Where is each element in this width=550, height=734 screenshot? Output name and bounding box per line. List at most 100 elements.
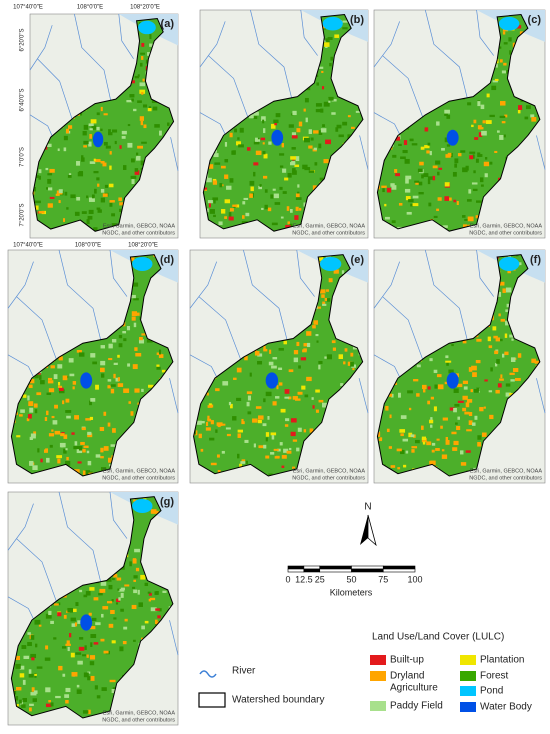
land-patch xyxy=(206,208,209,213)
river xyxy=(58,249,102,344)
land-patch xyxy=(338,354,344,360)
land-patch xyxy=(264,204,268,210)
land-patch xyxy=(534,360,539,364)
land-patch xyxy=(402,438,409,442)
attribution: Esri, Garmin, GEBCO, NOAA xyxy=(293,468,365,474)
land-patch xyxy=(34,409,38,414)
land-patch xyxy=(322,301,326,306)
land-patch xyxy=(34,619,41,625)
land-patch xyxy=(274,123,277,126)
land-patch xyxy=(501,70,506,74)
land-patch xyxy=(140,120,144,126)
land-patch xyxy=(430,396,434,400)
land-patch xyxy=(19,699,22,704)
land-patch xyxy=(302,164,308,170)
water-body xyxy=(80,372,93,389)
land-patch xyxy=(324,42,330,47)
scale-segment xyxy=(319,568,352,573)
land-patch xyxy=(142,78,145,82)
river xyxy=(7,503,34,551)
land-patch xyxy=(95,622,101,626)
land-patch xyxy=(469,151,476,154)
watershed-boundary xyxy=(202,14,364,232)
land-patch xyxy=(241,459,246,462)
land-patch xyxy=(31,657,35,661)
land-patch xyxy=(427,386,431,390)
land-patch xyxy=(21,704,26,708)
land-patch xyxy=(112,129,118,133)
land-patch xyxy=(45,167,49,171)
land-patch xyxy=(258,415,264,420)
land-patch xyxy=(238,144,244,148)
land-patch xyxy=(27,395,30,401)
land-patch xyxy=(118,588,125,592)
river xyxy=(536,378,546,414)
land-patch xyxy=(232,204,238,207)
land-patch xyxy=(103,446,109,451)
land-patch xyxy=(71,672,78,677)
land-patch xyxy=(87,215,93,220)
land-patch xyxy=(475,359,481,364)
land-patch xyxy=(178,566,183,570)
land-patch xyxy=(117,377,121,382)
land-patch xyxy=(477,101,481,107)
land-patch xyxy=(109,200,115,203)
land-patch xyxy=(103,650,109,654)
land-patch xyxy=(244,356,248,361)
land-patch xyxy=(263,398,266,403)
land-patch xyxy=(486,93,490,98)
land-patch xyxy=(308,170,315,173)
land-patch xyxy=(259,184,262,187)
land-patch xyxy=(154,619,158,625)
land-patch xyxy=(87,431,92,435)
land-patch xyxy=(313,130,320,134)
land-patch xyxy=(314,162,318,166)
land-patch xyxy=(396,448,402,452)
land-patch xyxy=(481,130,487,136)
land-patch xyxy=(213,214,216,218)
land-patch xyxy=(74,622,78,627)
land-patch xyxy=(316,82,319,86)
land-patch xyxy=(407,390,413,394)
land-patch xyxy=(281,143,285,148)
legend-label: River xyxy=(232,666,256,677)
land-patch xyxy=(270,194,274,199)
land-patch xyxy=(134,548,140,553)
land-patch xyxy=(36,392,42,396)
land-patch xyxy=(52,420,58,425)
land-patch xyxy=(158,349,162,355)
land-patch xyxy=(497,291,502,297)
land-patch xyxy=(67,607,74,613)
land-patch xyxy=(77,172,84,177)
land-patch xyxy=(282,168,287,173)
land-patch xyxy=(463,386,468,390)
land-patch xyxy=(309,428,314,433)
land-patch xyxy=(385,405,389,411)
land-patch xyxy=(66,456,69,461)
land-patch xyxy=(95,384,99,390)
land-patch xyxy=(104,184,109,188)
land-patch xyxy=(474,415,478,420)
land-patch xyxy=(23,655,30,660)
land-patch xyxy=(113,362,118,366)
land-patch xyxy=(426,150,430,154)
land-patch xyxy=(55,695,61,699)
land-patch xyxy=(129,80,135,84)
land-patch xyxy=(298,365,301,369)
land-patch xyxy=(405,175,412,180)
land-patch xyxy=(101,687,107,691)
land-patch xyxy=(500,318,505,322)
land-patch xyxy=(300,357,307,361)
land-patch xyxy=(257,360,263,365)
land-patch xyxy=(100,106,103,112)
land-patch xyxy=(480,104,485,110)
land-patch xyxy=(452,171,457,177)
land-patch xyxy=(28,384,33,389)
land-patch xyxy=(435,160,441,165)
land-patch xyxy=(524,116,529,120)
land-patch xyxy=(60,433,65,437)
land-patch xyxy=(147,591,151,594)
land-patch xyxy=(133,589,138,594)
land-patch xyxy=(258,185,263,190)
